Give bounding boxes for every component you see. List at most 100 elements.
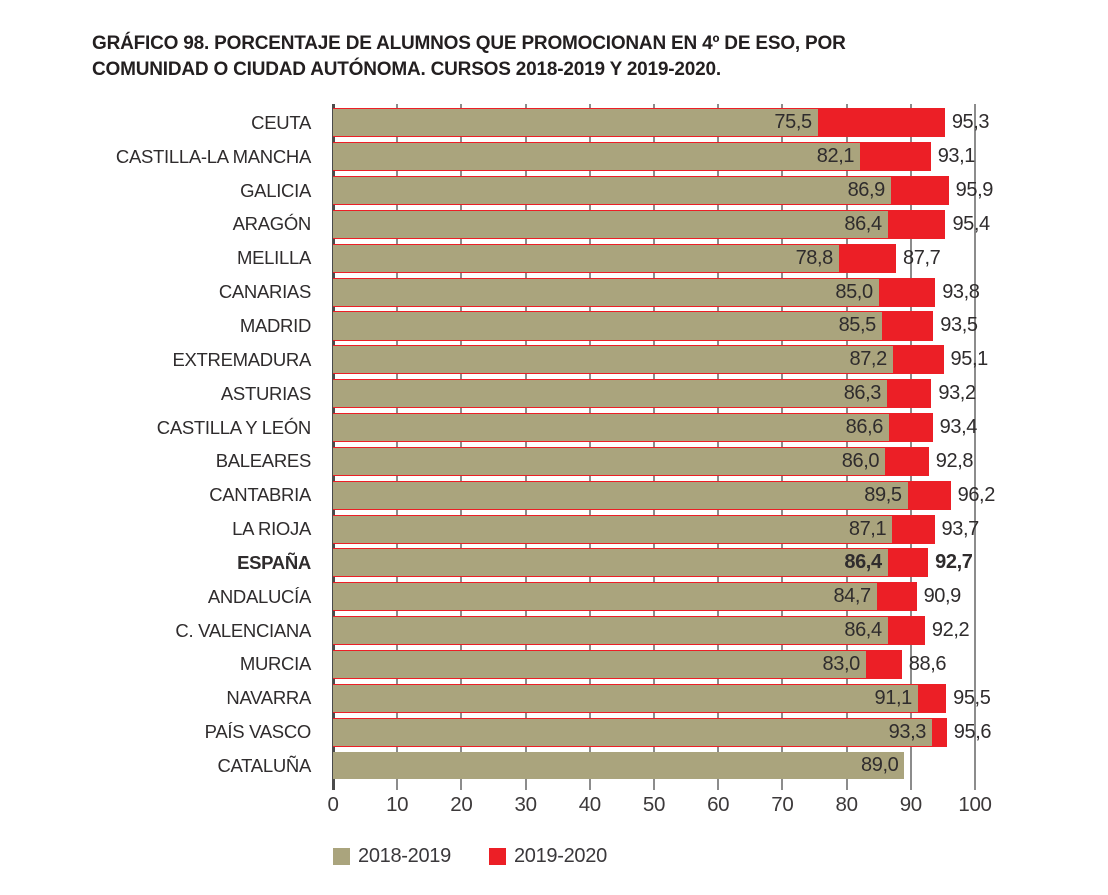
bar-track: 75,5 95,3: [333, 106, 990, 140]
chart-row: ARAGÓN 86,4 95,4: [0, 208, 1108, 242]
legend-swatch-2018-2019: [333, 848, 350, 865]
value-label-2018-2019: 86,9: [847, 179, 886, 202]
value-label-2018-2019: 85,0: [835, 280, 873, 303]
chart-row: PAÍS VASCO 93,3 95,6: [0, 715, 1108, 749]
value-label-2018-2019: 75,5: [774, 111, 812, 134]
chart-row: LA RIOJA 87,1 93,7: [0, 512, 1108, 546]
bar-track: 86,6 93,4: [333, 411, 978, 445]
bar-2018-2019: [333, 650, 866, 678]
category-label: NAVARRA: [226, 687, 311, 709]
bar-2018-2019: [333, 312, 882, 340]
value-label-2018-2019: 86,4: [844, 212, 882, 235]
value-label-2019-2020: 96,2: [957, 483, 996, 506]
value-label-2019-2020: 87,7: [903, 246, 941, 269]
x-tick-label: 100: [958, 793, 992, 816]
x-tick-label: 40: [578, 793, 602, 816]
value-label-2018-2019: 87,2: [849, 348, 887, 371]
chart-row: MADRID 85,5 93,5: [0, 309, 1108, 343]
value-label-2019-2020: 93,4: [939, 416, 978, 439]
bar-2018-2019: [333, 413, 889, 442]
value-label-2018-2019: 89,0: [861, 754, 899, 777]
category-label: CASTILLA Y LEÓN: [156, 416, 312, 438]
chart-row: ASTURIAS 86,3 93,2: [0, 377, 1108, 411]
bar-2018-2019: [333, 617, 888, 645]
x-tick-label: 0: [327, 793, 339, 816]
value-label-2019-2020: 92,8: [935, 449, 974, 472]
x-tick-label: 30: [514, 793, 537, 816]
value-label-2019-2020: 93,2: [938, 382, 976, 405]
bar-2018-2019: [333, 109, 818, 137]
legend-swatch-2019-2020: [488, 848, 506, 865]
value-label-2018-2019: 87,1: [848, 517, 887, 540]
bar-track: 89,5 96,2: [333, 478, 995, 512]
value-label-2019-2020: 93,8: [942, 280, 980, 303]
category-label: CATALUÑA: [217, 754, 311, 776]
category-label: MELILLA: [237, 247, 311, 269]
bar-track: 78,8 87,7: [333, 241, 975, 275]
value-label-2018-2019: 84,7: [833, 585, 871, 608]
chart-row: CANARIAS 85,0 93,8: [0, 275, 1108, 309]
bar-track: 83,0 88,6: [333, 648, 975, 682]
bar-track: 85,0 93,8: [333, 275, 980, 309]
legend-label-2019-2020: 2019-2020: [513, 845, 607, 867]
bar-track: 91,1 95,5: [333, 681, 991, 715]
legend-item-2019-2020: 2019-2020: [488, 845, 607, 868]
bar-track: 86,4 95,4: [333, 208, 990, 242]
category-label: ARAGÓN: [232, 213, 312, 235]
chart-title: GRÁFICO 98. PORCENTAJE DE ALUMNOS QUE PR…: [92, 33, 846, 80]
bar-track: 86,9 95,9: [333, 174, 993, 208]
chart-row: ANDALUCÍA 84,7 90,9: [0, 580, 1108, 614]
value-label-2019-2020: 95,1: [950, 348, 989, 371]
category-label: EXTREMADURA: [172, 348, 311, 370]
bar-2018-2019: [333, 718, 932, 746]
bar-2018-2019: [333, 447, 886, 475]
value-label-2018-2019: 86,4: [844, 619, 882, 642]
category-label: ESPAÑA: [237, 551, 311, 573]
value-label-2018-2019: 86,6: [845, 416, 884, 439]
category-label: CASTILLA-LA MANCHA: [115, 145, 311, 167]
value-label-2018-2019: 85,5: [838, 314, 877, 337]
bar-track: 82,1 93,1: [333, 140, 975, 174]
category-label: BALEARES: [215, 450, 312, 472]
chart-row: CASTILLA Y LEÓN 86,6 93,4: [0, 411, 1108, 445]
bar-track: 86,4 92,2: [333, 614, 975, 648]
category-label: ASTURIAS: [220, 382, 311, 404]
bar-track: 89,0: [333, 749, 975, 783]
x-tick-label: 20: [450, 793, 473, 816]
category-label: MURCIA: [239, 653, 311, 675]
bar-track: 87,2 95,1: [333, 343, 988, 377]
value-label-2018-2019: 78,8: [795, 246, 834, 269]
bar-track: 86,4 92,7: [333, 546, 975, 580]
category-label: CEUTA: [251, 111, 311, 133]
bar-2018-2019: [333, 684, 918, 712]
chart-row: MELILLA 78,8 87,7: [0, 241, 1108, 275]
chart-row: CATALUÑA 89,0: [0, 749, 1108, 783]
bar-track: 84,7 90,9: [333, 580, 975, 614]
x-tick-label: 70: [771, 793, 794, 816]
value-label-2019-2020: 93,5: [940, 314, 978, 337]
value-label-2019-2020: 92,2: [931, 619, 970, 642]
value-label-2018-2019: 91,1: [874, 686, 913, 709]
bar-2018-2019: [333, 481, 908, 509]
bar-2018-2019: [333, 210, 888, 238]
bar-track: 87,1 93,7: [333, 512, 979, 546]
bar-2018-2019: [333, 244, 839, 272]
value-label-2019-2020: 95,4: [952, 212, 990, 235]
bar-track: 86,3 93,2: [333, 377, 976, 411]
category-label: C. VALENCIANA: [175, 619, 311, 641]
bar-2018-2019: [333, 380, 888, 408]
value-label-2018-2019: 93,3: [888, 720, 927, 743]
x-tick-label: 90: [899, 793, 923, 816]
bar-2018-2019: [333, 346, 893, 374]
bar-track: 86,0 92,8: [333, 444, 975, 478]
category-label: CANARIAS: [218, 281, 311, 303]
value-label-2019-2020: 90,9: [923, 585, 962, 608]
value-label-2018-2019: 89,5: [864, 483, 902, 506]
bar-rows: CEUTA 75,5 95,3 CASTILLA-LA MANCHA 82,1 …: [0, 106, 1108, 783]
value-label-2019-2020: 93,7: [941, 517, 980, 540]
chart-row: EXTREMADURA 87,2 95,1: [0, 343, 1108, 377]
legend-label-2018-2019: 2018-2019: [358, 845, 451, 867]
x-tick-label: 10: [386, 793, 409, 816]
category-label: GALICIA: [240, 179, 311, 201]
chart-row: C. VALENCIANA 86,4 92,2: [0, 614, 1108, 648]
